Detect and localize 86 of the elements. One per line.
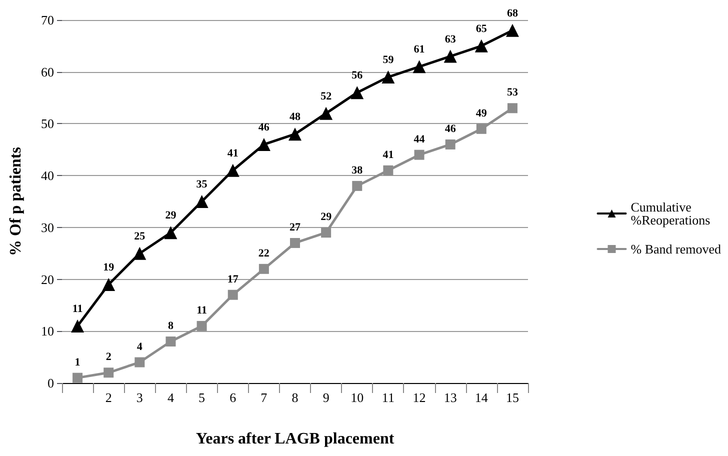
point [476, 124, 486, 134]
data-label: 41 [227, 147, 238, 160]
y-tick-label: 10 [41, 324, 54, 339]
y-axis-title: % Of p patients [8, 147, 24, 256]
point [258, 264, 269, 274]
y-tick-label: 50 [41, 116, 54, 132]
y-tick-label: 40 [41, 168, 54, 184]
point [196, 320, 207, 331]
data-label: 59 [382, 54, 394, 66]
x-tick-label: 3 [136, 390, 143, 405]
data-label: 61 [414, 44, 425, 56]
data-label: 52 [320, 90, 332, 102]
point [228, 290, 238, 300]
y-tick-label: 0 [48, 376, 54, 390]
data-label: 56 [352, 70, 364, 82]
data-label: 2 [106, 351, 112, 364]
point [71, 319, 84, 332]
point [412, 60, 426, 74]
point [350, 86, 364, 100]
point [133, 246, 146, 260]
x-axis-title: Years after LAGB placement [196, 430, 395, 448]
data-label: 11 [72, 302, 83, 315]
data-label: 1 [74, 356, 80, 368]
point [383, 165, 394, 176]
data-label: 44 [414, 133, 426, 146]
point [414, 150, 424, 160]
point [102, 278, 116, 291]
data-label: 11 [196, 304, 208, 316]
point [104, 368, 114, 378]
y-tick-label: 60 [41, 64, 54, 80]
y-tick-label: 20 [41, 272, 54, 287]
data-label: 29 [320, 211, 332, 224]
point [507, 103, 518, 114]
x-tick-label: 4 [167, 390, 174, 405]
x-tick-label: 2 [105, 390, 112, 405]
point [257, 138, 270, 151]
point [445, 139, 456, 150]
x-tick-label: 7 [260, 390, 268, 405]
data-label: 35 [196, 178, 208, 190]
point [290, 238, 300, 248]
data-label: 22 [258, 247, 270, 260]
data-label: 41 [382, 148, 394, 161]
data-label: 17 [227, 273, 239, 286]
data-label: 49 [476, 107, 488, 120]
point [444, 50, 457, 63]
x-tick-label: 10 [350, 390, 364, 405]
point [288, 128, 302, 141]
x-tick-label: 11 [382, 390, 394, 405]
x-tick-label: 5 [198, 390, 206, 405]
x-tick-label: 15 [506, 390, 519, 405]
data-label: 29 [165, 210, 177, 222]
y-tick-label: 30 [41, 220, 54, 235]
x-tick-label: 14 [474, 390, 488, 405]
point [166, 336, 176, 347]
y-tick-label: 70 [41, 12, 54, 28]
data-label: 25 [134, 230, 146, 242]
point [474, 39, 488, 52]
point [506, 24, 519, 37]
data-label: 46 [258, 121, 270, 134]
point [226, 164, 240, 177]
data-label: 53 [506, 86, 518, 99]
point [195, 195, 208, 208]
x-tick-label: 9 [322, 390, 330, 405]
point [72, 372, 83, 383]
data-label: 8 [168, 320, 174, 332]
point [382, 70, 395, 84]
data-label: 63 [444, 33, 456, 46]
x-tick-label: 13 [444, 390, 457, 405]
data-label: 38 [352, 164, 364, 176]
data-label: 65 [476, 22, 488, 35]
data-label: 48 [290, 111, 301, 124]
legend-label: % Band removed [630, 242, 722, 256]
point [134, 357, 145, 368]
point [164, 226, 178, 240]
point [352, 180, 362, 191]
legend-label: Cumulative %Reoperations [630, 200, 710, 228]
x-tick-label: 6 [230, 390, 237, 405]
x-tick-label: 12 [412, 390, 426, 405]
point [321, 228, 332, 238]
data-label: 68 [506, 7, 518, 20]
point [320, 106, 333, 120]
data-label: 19 [103, 261, 115, 274]
data-label: 46 [444, 122, 456, 135]
x-tick-label: 8 [292, 390, 298, 405]
data-label: 27 [290, 221, 301, 234]
data-label: 4 [136, 340, 143, 353]
